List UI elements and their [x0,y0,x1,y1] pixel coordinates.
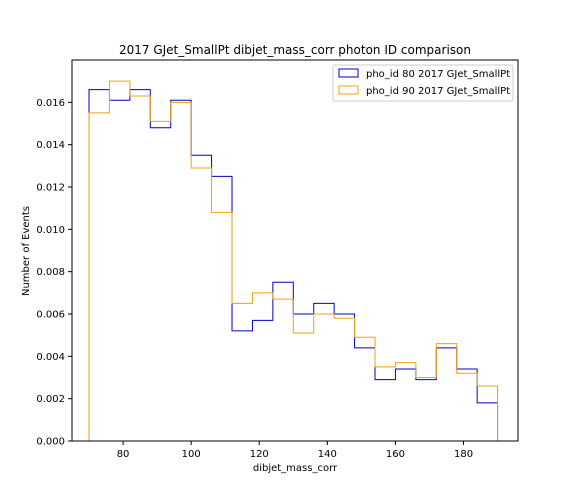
y-tick-label: 0.016 [36,98,65,109]
plot-frame [71,59,519,442]
y-tick-label: 0.002 [36,394,65,405]
legend-box [332,64,514,102]
legend-label-pho-id-80: pho_id 80 2017 GJet_SmallPt [366,69,510,80]
y-tick-label: 0.010 [36,225,65,236]
legend-swatch-pho-id-90 [338,85,359,95]
x-axis: 80 100 120 140 160 180 [117,441,473,460]
y-axis-label: Number of Events [21,206,32,296]
legend-swatch-pho-id-80 [338,68,359,78]
x-tick-label: 160 [386,449,405,460]
series-line-1 [88,80,499,441]
x-tick-label: 100 [182,449,201,460]
x-tick-label: 140 [318,449,337,460]
series-layer [88,80,499,441]
x-tick-label: 120 [250,449,269,460]
y-tick-label: 0.012 [36,183,65,194]
x-tick-label: 80 [117,449,130,460]
y-tick-label: 0.004 [36,352,65,363]
chart-title: 2017 GJet_SmallPt dibjet_mass_corr photo… [119,43,471,57]
legend-label-pho-id-90: pho_id 90 2017 GJet_SmallPt [366,86,510,97]
y-tick-label: 0.008 [36,267,65,278]
y-axis: 0.000 0.002 0.004 0.006 0.008 0.010 0.012 0.014… [36,98,72,448]
y-tick-label: 0.006 [36,310,65,321]
x-axis-label: dibjet_mass_corr [253,463,338,474]
y-tick-label: 0.014 [36,140,65,151]
x-tick-label: 180 [454,449,473,460]
y-tick-label: 0.000 [36,437,65,448]
legend: pho_id 80 2017 GJet_SmallPt pho_id 90 20… [332,64,514,102]
